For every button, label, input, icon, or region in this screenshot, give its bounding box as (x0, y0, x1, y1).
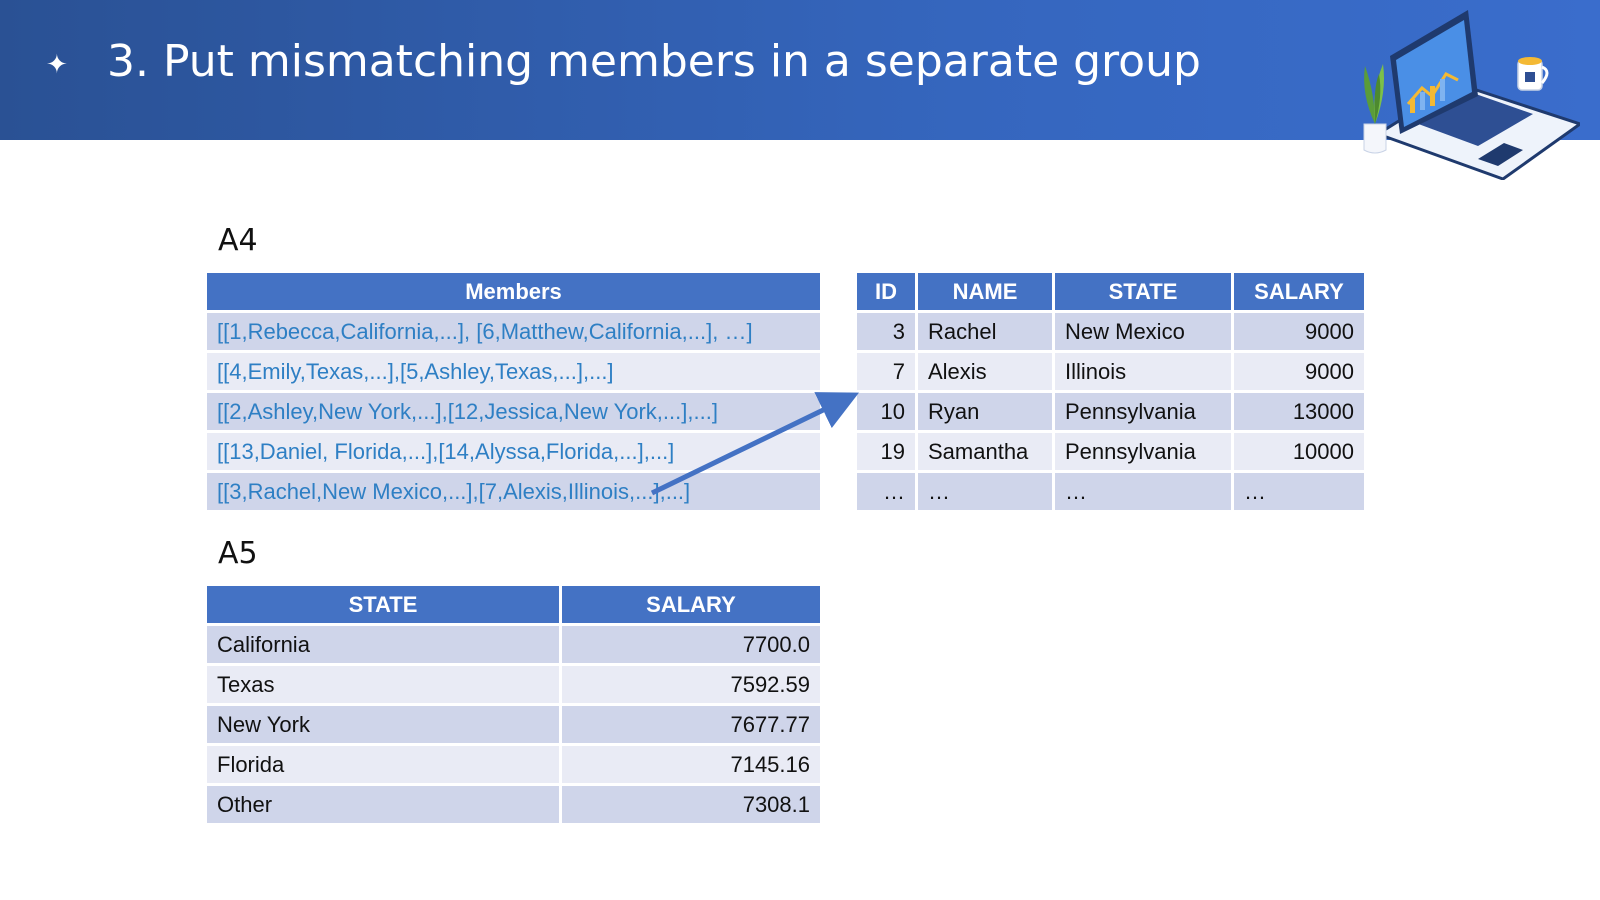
name-cell: Samantha (918, 433, 1052, 470)
salary-cell: 7700.0 (562, 626, 820, 663)
id-header: ID (857, 273, 915, 310)
table-row: [[1,Rebecca,California,...], [6,Matthew,… (207, 313, 820, 350)
salary-cell: … (1234, 473, 1364, 510)
state-cell: … (1055, 473, 1231, 510)
state-header: STATE (1055, 273, 1231, 310)
salary-cell: 7592.59 (562, 666, 820, 703)
name-cell: Ryan (918, 393, 1052, 430)
table-row: [[2,Ashley,New York,...],[12,Jessica,New… (207, 393, 820, 430)
id-cell: 10 (857, 393, 915, 430)
state-cell: New York (207, 706, 559, 743)
keyboard-icon (1413, 92, 1533, 166)
coffee-mug-icon (1517, 57, 1549, 91)
members-cell: [[1,Rebecca,California,...], [6,Matthew,… (207, 313, 820, 350)
table-row: [[13,Daniel, Florida,...],[14,Alyssa,Flo… (207, 433, 820, 470)
table-row: 3 Rachel New Mexico 9000 (857, 313, 1364, 350)
table-row: [[3,Rachel,New Mexico,...],[7,Alexis,Ill… (207, 473, 820, 510)
state-cell: California (207, 626, 559, 663)
salary-cell: 10000 (1234, 433, 1364, 470)
state-cell: Other (207, 786, 559, 823)
state-cell: Pennsylvania (1055, 393, 1231, 430)
state-cell: New Mexico (1055, 313, 1231, 350)
name-cell: Rachel (918, 313, 1052, 350)
table-row: Other 7308.1 (207, 786, 820, 823)
id-cell: 7 (857, 353, 915, 390)
members-cell: [[13,Daniel, Florida,...],[14,Alyssa,Flo… (207, 433, 820, 470)
salary-cell: 13000 (1234, 393, 1364, 430)
name-header: NAME (918, 273, 1052, 310)
salary-cell: 7145.16 (562, 746, 820, 783)
state-cell: Pennsylvania (1055, 433, 1231, 470)
state-header: STATE (207, 586, 559, 623)
name-cell: Alexis (918, 353, 1052, 390)
sparkle-bullet-icon: ✦ (46, 50, 68, 80)
table-row: Florida 7145.16 (207, 746, 820, 783)
slide-title: 3. Put mismatching members in a separate… (107, 36, 1201, 87)
salary-cell: 9000 (1234, 313, 1364, 350)
state-cell: Florida (207, 746, 559, 783)
table-row: [[4,Emily,Texas,...],[5,Ashley,Texas,...… (207, 353, 820, 390)
table-row: California 7700.0 (207, 626, 820, 663)
laptop-illustration (1363, 10, 1580, 180)
members-table: Members [[1,Rebecca,California,...], [6,… (204, 270, 823, 513)
table-row: New York 7677.77 (207, 706, 820, 743)
members-header: Members (207, 273, 820, 310)
id-cell: 3 (857, 313, 915, 350)
salary-cell: 7677.77 (562, 706, 820, 743)
name-cell: … (918, 473, 1052, 510)
members-cell: [[4,Emily,Texas,...],[5,Ashley,Texas,...… (207, 353, 820, 390)
state-cell: Texas (207, 666, 559, 703)
members-cell: [[2,Ashley,New York,...],[12,Jessica,New… (207, 393, 820, 430)
state-cell: Illinois (1055, 353, 1231, 390)
a5-label: A5 (218, 536, 258, 571)
salary-cell: 7308.1 (562, 786, 820, 823)
members-cell: [[3,Rachel,New Mexico,...],[7,Alexis,Ill… (207, 473, 820, 510)
group-detail-table: ID NAME STATE SALARY 3 Rachel New Mexico… (854, 270, 1367, 513)
id-cell: 19 (857, 433, 915, 470)
table-row: 19 Samantha Pennsylvania 10000 (857, 433, 1364, 470)
potted-plant-icon (1363, 64, 1387, 154)
table-row: Texas 7592.59 (207, 666, 820, 703)
table-row: 10 Ryan Pennsylvania 13000 (857, 393, 1364, 430)
table-row: … … … … (857, 473, 1364, 510)
title-banner: ✦ 3. Put mismatching members in a separa… (0, 0, 1600, 140)
table-row: 7 Alexis Illinois 9000 (857, 353, 1364, 390)
salary-header: SALARY (562, 586, 820, 623)
id-cell: … (857, 473, 915, 510)
salary-cell: 9000 (1234, 353, 1364, 390)
state-salary-table: STATE SALARY California 7700.0 Texas 759… (204, 583, 823, 826)
salary-header: SALARY (1234, 273, 1364, 310)
a4-label: A4 (218, 223, 258, 258)
